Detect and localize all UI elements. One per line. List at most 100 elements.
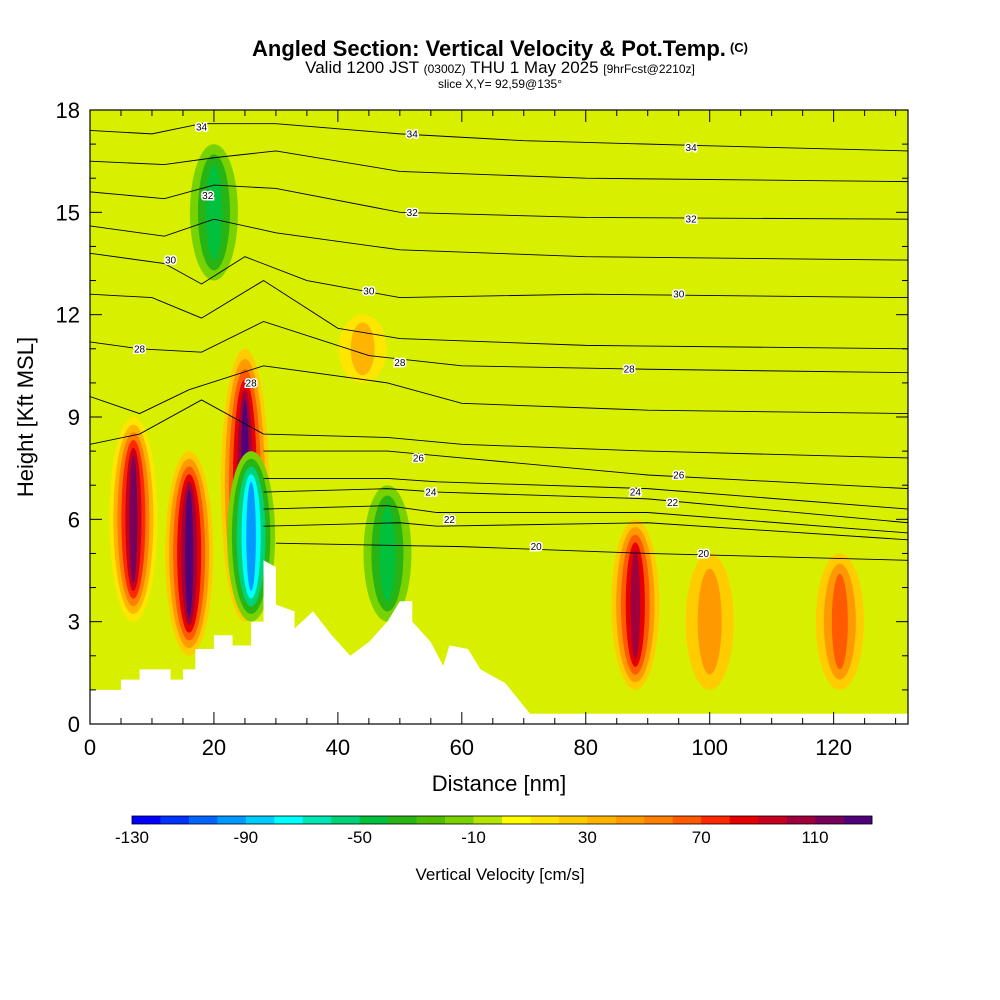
colorbar-swatch (132, 816, 161, 824)
y-tick-label: 12 (56, 303, 80, 328)
velocity-cell-4 (246, 481, 256, 591)
x-tick-label: 120 (815, 735, 852, 760)
isentrope-23 (263, 505, 908, 534)
colorbar-tick-label: 30 (578, 828, 597, 847)
colorbar-swatch (758, 816, 787, 824)
isentrope-label: 34 (407, 129, 419, 140)
chart-subtitle: Valid 1200 JST (0300Z) THU 1 May 2025 [9… (305, 58, 695, 77)
colorbar-tick-label: -90 (234, 828, 259, 847)
velocity-cell-8 (697, 568, 722, 675)
colorbar-swatch (302, 816, 332, 824)
y-tick-label: 6 (68, 507, 80, 532)
slice-description: slice X,Y= 92,59@135° (437, 77, 563, 91)
isentrope-label: 30 (363, 286, 375, 297)
y-tick-label: 9 (68, 405, 80, 430)
colorbar-swatch (530, 816, 560, 824)
colorbar-tick-label: -130 (115, 828, 149, 847)
colorbar-swatch (615, 816, 645, 824)
x-tick-label: 20 (202, 735, 226, 760)
isentrope-label: 30 (165, 256, 177, 267)
velocity-field (109, 144, 864, 690)
colorbar: -130 -90 -50 -10 30 70 110 Vertical Velocity [c… (115, 815, 873, 884)
contour-labels: 34 34 34 32 32 32 30 30 30 28 28 28 28 26 26 24 24 22 22 20… (133, 121, 711, 561)
isentrope-label: 32 (686, 215, 698, 226)
colorbar-tick-label: 110 (802, 828, 829, 847)
isentrope-label: 26 (673, 470, 685, 481)
colorbar-swatch (188, 816, 218, 824)
isentrope-label: 30 (673, 290, 685, 301)
axes: 0 20 40 60 80 100 120 0 3 6 9 12 15 18 Distance [nm] He… (13, 98, 908, 796)
colorbar-swatch (245, 816, 275, 824)
velocity-cell-6 (350, 322, 375, 376)
isentrope-label: 22 (444, 515, 456, 526)
isentrope-label: 28 (394, 358, 406, 369)
colorbar-swatch (587, 816, 617, 824)
x-axis-label: Distance [nm] (432, 771, 567, 796)
isentrope-label: 26 (413, 453, 425, 464)
colorbar-swatch (729, 816, 759, 824)
colorbar-swatch (473, 816, 503, 824)
isentrope-label: 32 (407, 208, 419, 219)
isentrope-30 (90, 252, 908, 299)
isentrope-26.5 (90, 399, 908, 459)
isentrope-label: 34 (196, 123, 208, 134)
isentrope-label: 32 (202, 191, 214, 202)
copyright-mark: (C) (729, 40, 748, 55)
colorbar-swatch (815, 816, 844, 824)
isentrope-20 (275, 542, 908, 561)
colorbar-frame (131, 815, 873, 825)
y-axis-label: Height [Kft MSL] (13, 337, 38, 497)
x-tick-label: 80 (574, 735, 598, 760)
colorbar-swatch (701, 816, 730, 824)
colorbar-swatch (558, 816, 588, 824)
isentrope-label: 34 (686, 143, 698, 154)
x-tick-label: 100 (691, 735, 728, 760)
velocity-cell-1 (185, 489, 194, 618)
colorbar-label: Vertical Velocity [cm/s] (415, 865, 584, 884)
colorbar-swatch (672, 816, 702, 824)
isentrope-29 (90, 280, 908, 350)
velocity-cell-0 (129, 455, 138, 584)
terrain (90, 560, 908, 724)
colorbar-swatch (160, 816, 190, 824)
velocity-cell-7 (630, 550, 641, 660)
isentrope-32 (90, 184, 908, 220)
colorbar-swatch (644, 816, 674, 824)
chart-title: Angled Section: Vertical Velocity & Pot.… (252, 36, 748, 61)
x-tick-label: 0 (84, 735, 96, 760)
colorbar-swatch (786, 816, 816, 824)
isentrope-27 (90, 365, 908, 415)
isentrope-28 (90, 321, 908, 374)
y-tick-label: 0 (68, 712, 80, 737)
isentrope-label: 20 (531, 542, 543, 553)
y-tick-label: 15 (56, 200, 80, 225)
velocity-cell-9 (831, 573, 848, 670)
colorbar-swatch (217, 816, 247, 824)
isentrope-label: 28 (624, 365, 636, 376)
y-tick-label: 18 (56, 98, 80, 123)
colorbar-swatch (359, 816, 389, 824)
isentrope-26 (263, 450, 908, 490)
velocity-cell-3 (205, 164, 222, 261)
isentrope-22 (263, 522, 908, 541)
colorbar-swatch (843, 816, 873, 824)
colorbar-swatch (331, 816, 360, 824)
x-tick-label: 60 (450, 735, 474, 760)
velocity-cell-5 (379, 505, 396, 602)
isentropes (90, 123, 908, 561)
colorbar-swatch (388, 816, 417, 824)
isentrope-label: 22 (667, 498, 679, 509)
isentrope-label: 20 (698, 549, 710, 560)
colorbar-swatch (445, 816, 474, 824)
isentrope-label: 24 (630, 488, 642, 499)
colorbar-swatch (502, 816, 531, 824)
isentrope-label: 28 (246, 378, 258, 389)
colorbar-swatch (274, 816, 304, 824)
isentrope-label: 24 (425, 488, 437, 499)
isentrope-33 (90, 150, 908, 183)
isentrope-label: 28 (134, 344, 146, 355)
isentrope-34 (90, 123, 908, 152)
isentrope-24 (263, 488, 908, 524)
